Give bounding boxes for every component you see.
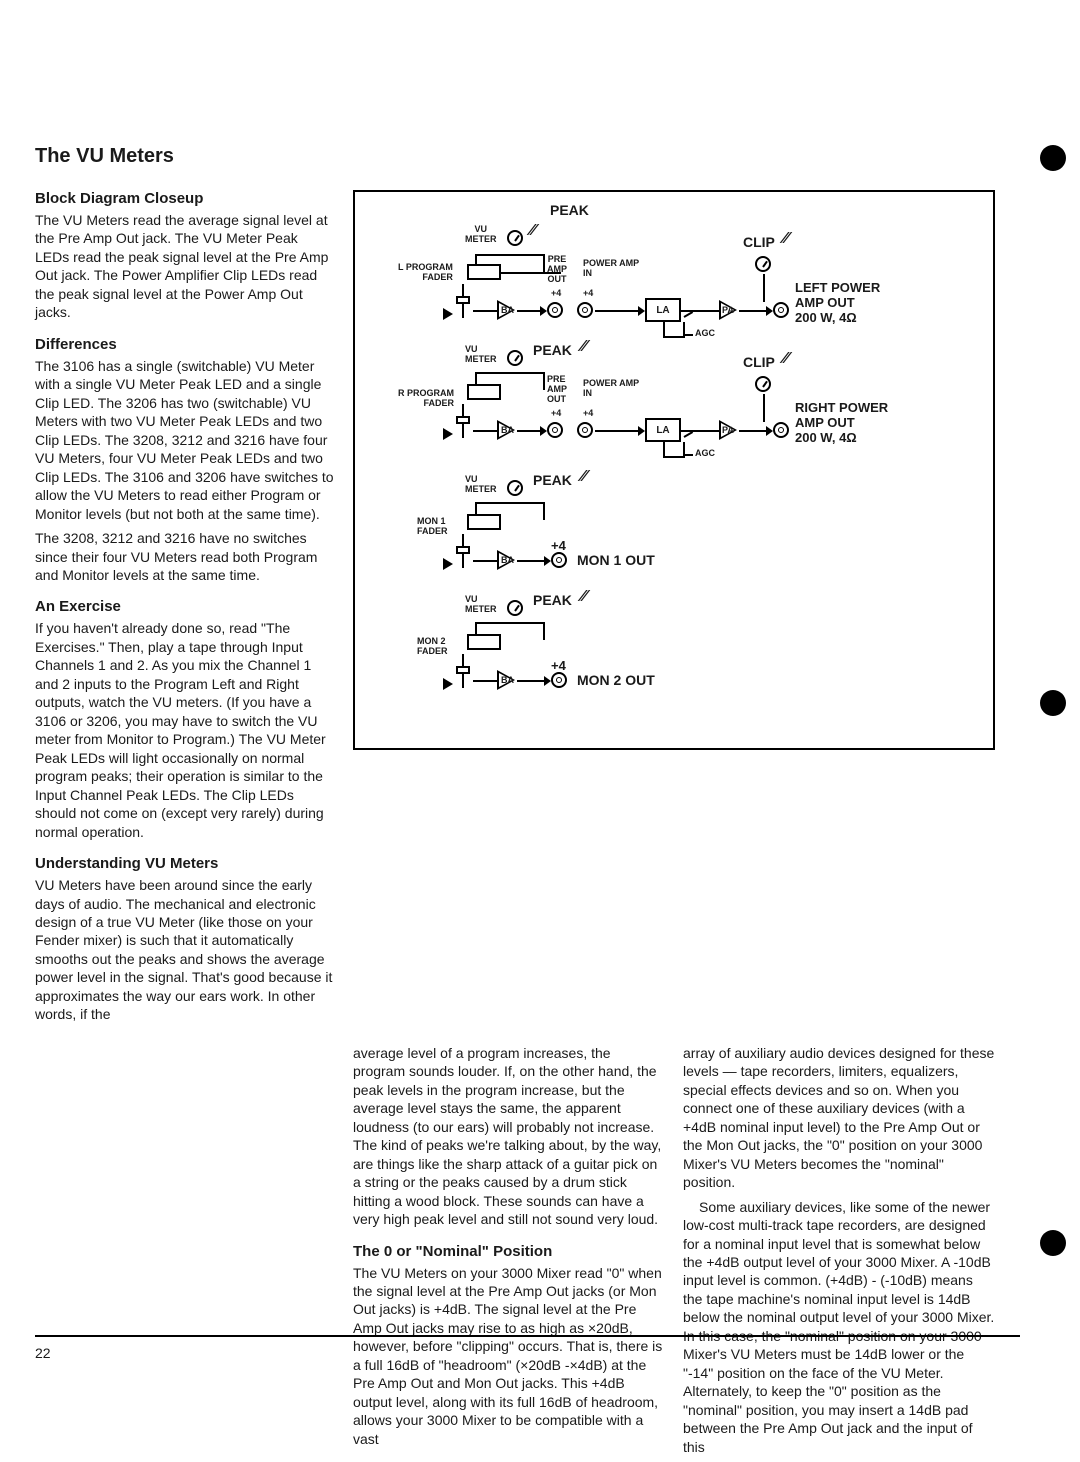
label-mon2-fader: MON 2 FADER	[417, 636, 448, 656]
label-ba: BA	[501, 425, 514, 435]
fader-icon	[453, 534, 473, 568]
para: The VU Meters read the average signal le…	[35, 211, 335, 322]
block-diagram: PEAK VU METER ⁄⁄ L PROGRAM FADER PRE AMP…	[353, 190, 995, 750]
label-peak: PEAK	[533, 472, 572, 488]
para: VU Meters have been around since the ear…	[35, 876, 335, 1024]
para: average level of a program increases, th…	[353, 1044, 665, 1229]
label-ba: BA	[501, 555, 514, 565]
label-vu-meter: VU METER	[465, 344, 497, 364]
jack-icon	[551, 672, 567, 688]
clip-detector-icon	[755, 376, 771, 392]
vu-icon	[507, 230, 523, 246]
label-power-amp-in: POWER AMP IN	[583, 258, 639, 278]
label-left-power: LEFT POWER AMP OUT 200 W, 4Ω	[795, 280, 880, 325]
heading-understanding: Understanding VU Meters	[35, 855, 335, 872]
para: The 3208, 3212 and 3216 have no switches…	[35, 529, 335, 584]
label-pa: PA	[722, 305, 734, 315]
column-2: average level of a program increases, th…	[353, 1044, 665, 1462]
fader-icon	[453, 654, 473, 688]
label-pre-amp-out: PRE AMP OUT	[547, 374, 567, 404]
jack-icon	[577, 422, 593, 438]
para: Some auxiliary devices, like some of the…	[683, 1198, 995, 1457]
label-vu-meter: VU METER	[465, 224, 497, 244]
label-pre-amp-out: PRE AMP OUT	[547, 254, 567, 284]
peak-mark: ⁄⁄	[581, 338, 586, 356]
label-right-power: RIGHT POWER AMP OUT 200 W, 4Ω	[795, 400, 888, 445]
label-plus4: +4	[583, 408, 593, 418]
label-plus4: +4	[551, 408, 561, 418]
label-vu-meter: VU METER	[465, 474, 497, 494]
vu-icon	[507, 600, 523, 616]
jack-icon	[577, 302, 593, 318]
jack-icon	[773, 302, 789, 318]
label-peak: PEAK	[533, 592, 572, 608]
para: array of auxiliary audio devices designe…	[683, 1044, 995, 1192]
fader-icon	[453, 284, 473, 318]
label-mon1-out: MON 1 OUT	[577, 552, 655, 568]
jack-icon	[551, 552, 567, 568]
para: The VU Meters on your 3000 Mixer read "0…	[353, 1264, 665, 1449]
heading-nominal: The 0 or "Nominal" Position	[353, 1243, 665, 1260]
jack-icon	[547, 422, 563, 438]
para: The 3106 has a single (switchable) VU Me…	[35, 357, 335, 523]
label-ba: BA	[501, 305, 514, 315]
page-number: 22	[35, 1345, 51, 1361]
label-pa: PA	[722, 425, 734, 435]
heading-differences: Differences	[35, 336, 335, 353]
vu-icon	[507, 350, 523, 366]
peak-mark: ⁄⁄	[530, 222, 535, 240]
column-3: array of auxiliary audio devices designe…	[683, 1044, 995, 1462]
label-clip: CLIP	[743, 234, 775, 250]
limiter-amp: LA	[645, 298, 681, 322]
para: If you haven't already done so, read "Th…	[35, 619, 335, 841]
label-mon1-fader: MON 1 FADER	[417, 516, 448, 536]
page-title: The VU Meters	[35, 145, 995, 168]
label-peak: PEAK	[550, 202, 589, 218]
label-agc: AGC	[695, 328, 715, 338]
label-peak: PEAK	[533, 342, 572, 358]
peak-mark: ⁄⁄	[581, 468, 586, 486]
peak-mark: ⁄⁄	[581, 588, 586, 606]
label-plus4: +4	[583, 288, 593, 298]
clip-mark: ⁄⁄	[783, 230, 788, 248]
fader-icon	[453, 404, 473, 438]
label-r-program-fader: R PROGRAM FADER	[398, 388, 454, 408]
binder-hole	[1040, 1230, 1066, 1256]
agc-switch	[683, 322, 693, 336]
label-plus4: +4	[551, 288, 561, 298]
jack-icon	[773, 422, 789, 438]
label-agc: AGC	[695, 448, 715, 458]
clip-detector-icon	[755, 256, 771, 272]
label-plus4: +4	[551, 658, 566, 673]
clip-mark: ⁄⁄	[783, 350, 788, 368]
label-vu-meter: VU METER	[465, 594, 497, 614]
agc-switch	[683, 442, 693, 456]
label-clip: CLIP	[743, 354, 775, 370]
jack-icon	[547, 302, 563, 318]
label-ba: BA	[501, 675, 514, 685]
binder-hole	[1040, 690, 1066, 716]
label-power-amp-in: POWER AMP IN	[583, 378, 639, 398]
heading-block-diagram: Block Diagram Closeup	[35, 190, 335, 207]
footer-rule	[35, 1335, 1020, 1337]
vu-icon	[507, 480, 523, 496]
limiter-amp: LA	[645, 418, 681, 442]
column-1-continued	[35, 1044, 335, 1462]
label-plus4: +4	[551, 538, 566, 553]
binder-hole	[1040, 145, 1066, 171]
page-content: The VU Meters Block Diagram Closeup The …	[35, 145, 995, 1462]
label-mon2-out: MON 2 OUT	[577, 672, 655, 688]
heading-exercise: An Exercise	[35, 598, 335, 615]
left-column: Block Diagram Closeup The VU Meters read…	[35, 190, 335, 1030]
label-l-program-fader: L PROGRAM FADER	[398, 262, 453, 282]
